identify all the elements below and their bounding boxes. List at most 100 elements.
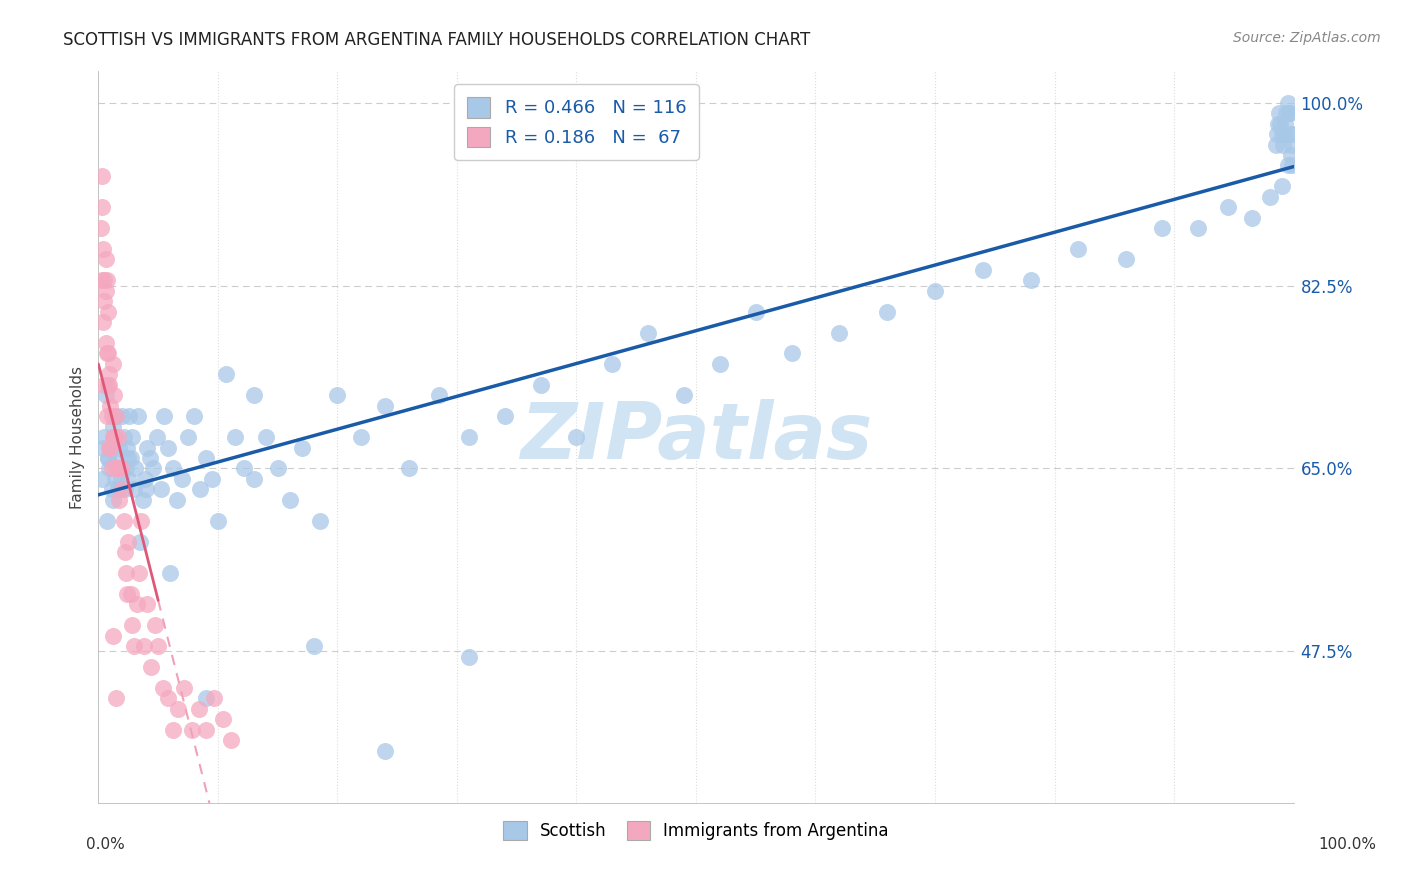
Point (94, 388, 117, 402)
Point (101, 492, 124, 507)
Point (152, 681, 174, 695)
Point (1278, 106, 1301, 120)
Point (101, 430, 124, 444)
Point (117, 534, 139, 549)
Point (177, 430, 200, 444)
Point (326, 388, 349, 402)
Point (188, 483, 211, 497)
Point (131, 492, 153, 507)
Point (118, 409, 141, 424)
Point (97, 346, 120, 360)
Point (101, 357, 124, 371)
Point (98, 441, 121, 455)
Point (97, 377, 120, 392)
Point (111, 409, 134, 424)
Point (115, 461, 138, 475)
Point (374, 399, 396, 413)
Point (94, 284, 117, 298)
Point (105, 691, 128, 706)
Point (1187, 221, 1209, 235)
Point (1274, 117, 1296, 131)
Point (111, 483, 134, 497)
Point (1278, 106, 1301, 120)
Point (1267, 117, 1289, 131)
Point (1270, 117, 1292, 131)
Point (142, 461, 165, 475)
Point (91, 273, 114, 287)
Point (195, 723, 218, 737)
Point (156, 691, 179, 706)
Text: SCOTTISH VS IMMIGRANTS FROM ARGENTINA FAMILY HOUSEHOLDS CORRELATION CHART: SCOTTISH VS IMMIGRANTS FROM ARGENTINA FA… (63, 31, 810, 49)
Point (127, 409, 149, 424)
Point (254, 430, 277, 444)
Point (98, 461, 121, 475)
Point (156, 441, 179, 455)
Point (1281, 137, 1303, 152)
Point (745, 304, 768, 318)
Point (115, 441, 138, 455)
Point (673, 388, 696, 402)
Point (108, 461, 131, 475)
Point (637, 326, 659, 340)
Point (374, 743, 396, 757)
Text: Source: ZipAtlas.com: Source: ZipAtlas.com (1233, 31, 1381, 45)
Point (139, 450, 162, 465)
Point (1279, 148, 1302, 162)
Point (458, 649, 481, 664)
Point (233, 461, 256, 475)
Point (96, 409, 118, 424)
Point (107, 441, 129, 455)
Point (104, 430, 127, 444)
Point (121, 430, 143, 444)
Point (91, 315, 114, 329)
Point (494, 409, 516, 424)
Point (125, 597, 148, 611)
Point (146, 430, 169, 444)
Point (243, 388, 266, 402)
Point (1271, 127, 1294, 141)
Point (93, 377, 115, 392)
Point (98, 441, 122, 455)
Point (195, 691, 218, 706)
Point (117, 450, 139, 465)
Point (207, 514, 229, 528)
Point (134, 472, 156, 486)
Point (148, 639, 170, 653)
Point (107, 461, 129, 475)
Point (94, 252, 117, 267)
Point (458, 430, 481, 444)
Point (96, 514, 118, 528)
Point (132, 639, 155, 653)
Point (202, 691, 225, 706)
Point (167, 702, 190, 716)
Point (91, 169, 114, 183)
Point (97, 304, 120, 318)
Point (96, 346, 118, 360)
Point (195, 450, 218, 465)
Point (187, 702, 209, 716)
Point (104, 472, 127, 486)
Point (91, 472, 114, 486)
Point (780, 346, 803, 360)
Point (1277, 158, 1299, 172)
Point (139, 660, 162, 674)
Point (1019, 273, 1042, 287)
Point (124, 483, 146, 497)
Point (1067, 242, 1090, 256)
Point (201, 472, 224, 486)
Point (112, 514, 135, 528)
Point (100, 409, 122, 424)
Text: ZIPatlas: ZIPatlas (520, 399, 872, 475)
Point (107, 492, 129, 507)
Point (136, 441, 159, 455)
Point (100, 483, 122, 497)
Point (166, 492, 188, 507)
Point (427, 388, 450, 402)
Point (135, 483, 157, 497)
Point (162, 723, 184, 737)
Point (159, 566, 181, 580)
Point (131, 514, 153, 528)
Point (972, 263, 994, 277)
Point (103, 388, 125, 402)
Point (98, 441, 122, 455)
